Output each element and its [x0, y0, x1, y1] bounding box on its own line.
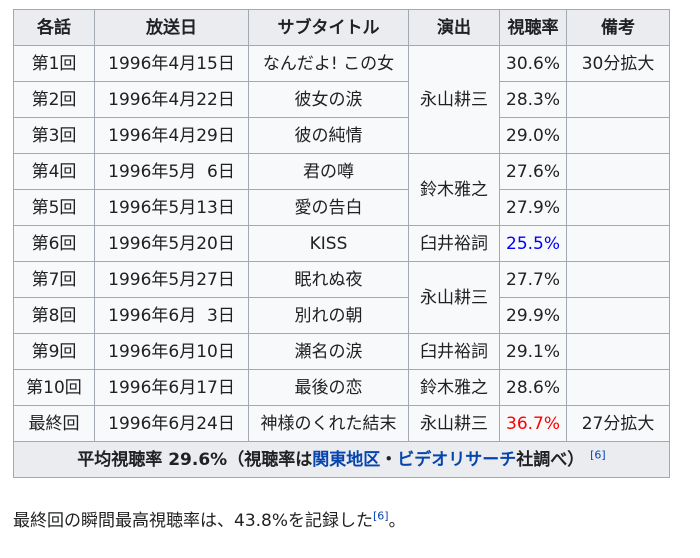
airdate-cell: 1996年5月13日 — [94, 189, 249, 226]
col-airdate-header: 放送日 — [94, 9, 249, 46]
highest-rating-cell: 36.7% — [498, 405, 568, 442]
airdate-cell: 1996年6月17日 — [94, 369, 249, 406]
col-subtitle-header: サブタイトル — [248, 9, 409, 46]
director-cell: 永山耕三 — [408, 261, 500, 334]
notes-cell: 27分拡大 — [566, 405, 671, 442]
airdate-cell: 1996年4月15日 — [94, 45, 249, 82]
airdate-cell: 1996年6月24日 — [94, 405, 249, 442]
episode-cell: 第5回 — [13, 189, 95, 226]
notes-cell: 30分拡大 — [566, 45, 671, 82]
rating-cell: 29.9% — [498, 297, 568, 334]
table-row: 第3回 1996年4月29日 彼の純情 29.0% — [13, 117, 671, 154]
peak-rating-end: 。 — [388, 511, 406, 531]
lowest-rating-cell: 25.5% — [498, 225, 568, 262]
table-row: 第7回 1996年5月27日 眠れぬ夜 永山耕三 27.7% — [13, 261, 671, 334]
director-cell: 臼井裕詞 — [408, 333, 500, 370]
footer-prefix: 平均視聴率 29.6%（視聴率は — [77, 449, 313, 470]
col-episode-header: 各話 — [13, 9, 95, 46]
table-row: 第9回 1996年6月10日 瀬名の涙 臼井裕詞 29.1% — [13, 333, 671, 370]
episode-cell: 第6回 — [13, 225, 95, 262]
table-row: 第2回 1996年4月22日 彼女の涙 28.3% — [13, 81, 671, 118]
airdate-cell: 1996年5月27日 — [94, 261, 249, 298]
col-director-header: 演出 — [408, 9, 500, 46]
rating-cell: 27.6% — [498, 153, 568, 190]
notes-cell — [566, 261, 671, 298]
table-row: 第1回 1996年4月15日 なんだよ! この女 永山耕三 30.6% 30分拡… — [13, 45, 671, 154]
subtitle-cell: 別れの朝 — [248, 297, 409, 334]
airdate-cell: 1996年6月10日 — [94, 333, 249, 370]
director-cell: 鈴木雅之 — [408, 369, 500, 406]
video-research-link[interactable]: ビデオリサーチ — [397, 449, 517, 470]
table-row: 最終回 1996年6月24日 神様のくれた結末 永山耕三 36.7% 27分拡大 — [13, 405, 671, 442]
rating-cell: 27.9% — [498, 189, 568, 226]
footer-separator: ・ — [380, 449, 398, 470]
notes-cell — [566, 117, 671, 154]
episode-cell: 第4回 — [13, 153, 95, 190]
subtitle-cell: 眠れぬ夜 — [248, 261, 409, 298]
subtitle-cell: 彼の純情 — [248, 117, 409, 154]
episode-cell: 第1回 — [13, 45, 95, 82]
episode-cell: 第2回 — [13, 81, 95, 118]
subtitle-cell: 愛の告白 — [248, 189, 409, 226]
notes-cell — [566, 297, 671, 334]
notes-cell — [566, 153, 671, 190]
subtitle-cell: なんだよ! この女 — [248, 45, 409, 82]
episode-cell: 第7回 — [13, 261, 95, 298]
rating-cell: 28.3% — [498, 81, 568, 118]
airdate-cell: 1996年4月29日 — [94, 117, 249, 154]
notes-cell — [566, 225, 671, 262]
notes-cell — [566, 189, 671, 226]
subtitle-cell: 瀬名の涙 — [248, 333, 409, 370]
col-rating-header: 視聴率 — [498, 9, 568, 46]
subtitle-cell: 最後の恋 — [248, 369, 409, 406]
director-cell: 鈴木雅之 — [408, 153, 500, 226]
footer-row: 平均視聴率 29.6%（視聴率は関東地区・ビデオリサーチ社調べ） [6] — [12, 441, 671, 478]
rating-cell: 27.7% — [498, 261, 568, 298]
col-notes-header: 備考 — [566, 9, 671, 46]
peak-rating-paragraph: 最終回の瞬間最高視聴率は、43.8%を記録した[6]。 — [13, 506, 406, 531]
kanto-region-link[interactable]: 関東地区 — [312, 449, 381, 470]
table-row: 第8回 1996年6月 3日 別れの朝 29.9% — [13, 297, 671, 334]
footer-citation-link[interactable]: [6] — [590, 447, 606, 461]
paragraph-citation-link[interactable]: [6] — [373, 509, 389, 523]
episode-cell: 第3回 — [13, 117, 95, 154]
rating-cell: 29.1% — [498, 333, 568, 370]
rating-cell: 29.0% — [498, 117, 568, 154]
episode-cell: 最終回 — [13, 405, 95, 442]
peak-rating-text: 最終回の瞬間最高視聴率は、43.8%を記録した — [13, 511, 374, 531]
episode-cell: 第9回 — [13, 333, 95, 370]
rating-cell: 30.6% — [498, 45, 568, 82]
subtitle-cell: KISS — [248, 225, 409, 262]
episode-cell: 第10回 — [13, 369, 95, 406]
table-row: 第10回 1996年6月17日 最後の恋 鈴木雅之 28.6% — [13, 369, 671, 406]
director-cell: 永山耕三 — [408, 405, 500, 442]
ratings-table: 各話 放送日 サブタイトル 演出 視聴率 備考 第1回 1996年4月15日 な… — [12, 9, 671, 478]
subtitle-cell: 神様のくれた結末 — [248, 405, 409, 442]
average-rating-footer: 平均視聴率 29.6%（視聴率は関東地区・ビデオリサーチ社調べ） [6] — [12, 441, 671, 478]
footer-suffix: 社調べ） — [516, 449, 585, 470]
subtitle-cell: 彼女の涙 — [248, 81, 409, 118]
header-row: 各話 放送日 サブタイトル 演出 視聴率 備考 — [13, 9, 671, 46]
airdate-cell: 1996年4月22日 — [94, 81, 249, 118]
table-row: 第4回 1996年5月 6日 君の噂 鈴木雅之 27.6% — [13, 153, 671, 226]
notes-cell — [566, 369, 671, 406]
notes-cell — [566, 81, 671, 118]
airdate-cell: 1996年5月20日 — [94, 225, 249, 262]
director-cell: 永山耕三 — [408, 45, 500, 154]
airdate-cell: 1996年6月 3日 — [94, 297, 249, 334]
table-row: 第6回 1996年5月20日 KISS 臼井裕詞 25.5% — [13, 225, 671, 262]
airdate-cell: 1996年5月 6日 — [94, 153, 249, 190]
table-row: 第5回 1996年5月13日 愛の告白 27.9% — [13, 189, 671, 226]
notes-cell — [566, 333, 671, 370]
rating-cell: 28.6% — [498, 369, 568, 406]
subtitle-cell: 君の噂 — [248, 153, 409, 190]
episode-cell: 第8回 — [13, 297, 95, 334]
director-cell: 臼井裕詞 — [408, 225, 500, 262]
